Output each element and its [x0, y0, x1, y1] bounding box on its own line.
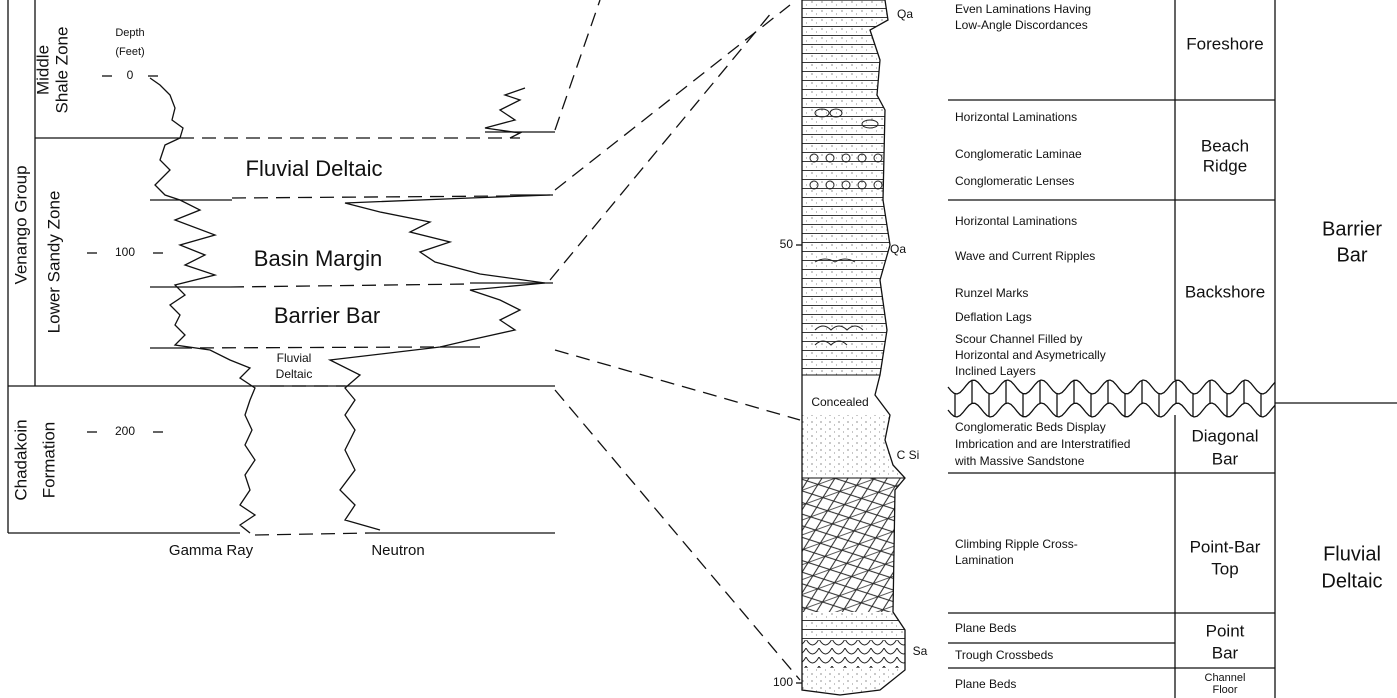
- facies-label: Channel: [1205, 672, 1246, 684]
- depth-tick: 0: [127, 68, 134, 82]
- column-outline: [801, 0, 906, 696]
- facies-label: Ridge: [1203, 156, 1247, 175]
- interval-label: Fluvial: [277, 351, 312, 365]
- structure-label: Horizontal Laminations: [955, 214, 1077, 228]
- structure-label: Low-Angle Discordances: [955, 18, 1088, 32]
- structure-label: Conglomeratic Lenses: [955, 174, 1074, 188]
- wavy-top: [947, 379, 1276, 395]
- facies-label: Diagonal: [1191, 426, 1258, 445]
- lithology-label: Qa: [890, 242, 906, 256]
- neutron-curve: [327, 194, 551, 531]
- lithology-label: Concealed: [811, 395, 868, 409]
- log-frame: [7, 0, 555, 534]
- depth-tick: 200: [115, 424, 135, 438]
- gamma-ray-curve: [149, 77, 257, 534]
- structure-label: Horizontal Laminations: [955, 110, 1077, 124]
- unit-label: Lower Sandy Zone: [44, 191, 63, 334]
- environment-label: Bar: [1336, 244, 1367, 266]
- environment-label: Barrier: [1322, 218, 1382, 240]
- depth-label: (Feet): [115, 46, 144, 58]
- log-curves: [149, 77, 551, 534]
- facies-label: Point: [1206, 621, 1245, 640]
- structure-label: Imbrication and are Interstratified: [955, 437, 1130, 451]
- interval-label: Fluvial Deltaic: [246, 156, 383, 181]
- facies-label: Beach: [1201, 136, 1249, 155]
- depth-tick: 100: [773, 675, 793, 689]
- facies-label: Floor: [1212, 684, 1237, 696]
- structure-label: with Massive Sandstone: [954, 454, 1085, 468]
- facies-label: Point-Bar: [1190, 537, 1261, 556]
- depth-tick: 50: [780, 237, 794, 251]
- lithologic-column: [802, 0, 905, 695]
- neutron-curve-upper: [484, 87, 526, 139]
- structure-label: Plane Beds: [955, 677, 1016, 691]
- environment-label: Deltaic: [1321, 570, 1382, 592]
- structure-label: Conglomeratic Laminae: [955, 147, 1082, 161]
- structure-label: Runzel Marks: [955, 286, 1028, 300]
- facies-label: Bar: [1212, 449, 1239, 468]
- structure-label: Lamination: [955, 553, 1014, 567]
- interval-label: Deltaic: [276, 367, 313, 381]
- lithology-label: Qa: [897, 7, 913, 21]
- curve-label: Gamma Ray: [169, 542, 254, 559]
- unit-label: Chadakoin: [11, 419, 30, 500]
- structure-label: Conglomeratic Beds Display: [955, 420, 1106, 434]
- facies-table: [947, 0, 1397, 698]
- unconformity: [947, 379, 1276, 418]
- curve-label: Neutron: [371, 542, 424, 559]
- structure-label: Deflation Lags: [955, 310, 1032, 324]
- structure-label: Inclined Layers: [955, 364, 1036, 378]
- structure-label: Climbing Ripple Cross-: [955, 537, 1078, 551]
- interval-label: Barrier Bar: [274, 303, 380, 328]
- interval-label: Basin Margin: [254, 246, 382, 271]
- structure-label: Horizontal and Asymetrically: [955, 348, 1106, 362]
- facies-label: Bar: [1212, 643, 1239, 662]
- unit-label: Shale Zone: [52, 27, 71, 114]
- unit-label: Middle: [33, 45, 52, 95]
- structure-label: Trough Crossbeds: [955, 648, 1053, 662]
- structure-label: Plane Beds: [955, 621, 1016, 635]
- facies-label: Foreshore: [1186, 34, 1263, 53]
- depth-label: Depth: [115, 27, 144, 39]
- structure-label: Even Laminations Having: [955, 2, 1091, 16]
- facies-label: Top: [1211, 559, 1238, 578]
- environment-label: Fluvial: [1323, 543, 1381, 565]
- wavy-bottom: [947, 402, 1276, 418]
- depth-tick: 100: [115, 245, 135, 259]
- unit-label: Venango Group: [11, 165, 30, 284]
- structure-label: Wave and Current Ripples: [955, 249, 1095, 263]
- facies-label: Backshore: [1185, 282, 1265, 301]
- structure-label: Scour Channel Filled by: [955, 332, 1082, 346]
- labels: Venango Group Middle Shale Zone Lower Sandy…: [11, 2, 1382, 696]
- lithology-label: C Si: [897, 448, 920, 462]
- lithology-label: Sa: [913, 644, 928, 658]
- unit-label: Formation: [39, 422, 58, 499]
- correlation-lines: [177, 0, 801, 681]
